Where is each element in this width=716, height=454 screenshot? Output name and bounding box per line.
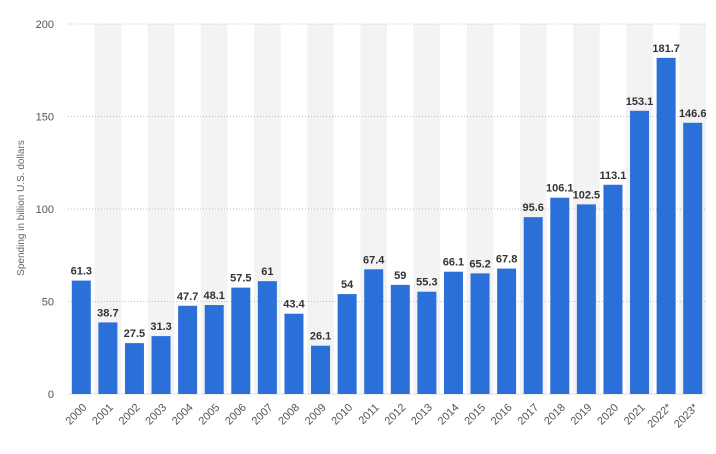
x-tick-label: 2006 <box>223 402 249 428</box>
data-label: 26.1 <box>310 331 331 343</box>
data-label: 66.1 <box>443 257 464 269</box>
x-tick-label: 2010 <box>329 402 355 428</box>
data-label: 38.7 <box>97 307 118 319</box>
bar <box>576 204 596 394</box>
data-label: 102.5 <box>573 189 601 201</box>
x-tick-label: 2014 <box>436 402 462 428</box>
data-label: 106.1 <box>546 183 574 195</box>
x-tick-label: 2004 <box>170 402 196 428</box>
gridlines <box>68 23 706 395</box>
bar <box>98 322 118 394</box>
x-tick-label: 2012 <box>383 402 409 428</box>
bar <box>417 291 437 394</box>
x-tick-label: 2023* <box>672 401 701 430</box>
bar <box>284 313 304 394</box>
bar <box>231 287 251 394</box>
x-tick-label: 2007 <box>250 402 276 428</box>
bar <box>470 273 490 394</box>
x-tick-label: 2008 <box>276 402 302 428</box>
data-label: 95.6 <box>522 202 543 214</box>
data-label: 59 <box>394 270 406 282</box>
x-tick-label: 2000 <box>64 402 90 428</box>
x-tick-label: 2013 <box>409 402 435 428</box>
data-label: 181.7 <box>652 43 680 55</box>
data-label: 61 <box>261 266 273 278</box>
y-tick-label: 0 <box>48 389 54 401</box>
x-tick-label: 2017 <box>516 402 542 428</box>
bar <box>204 305 224 394</box>
data-label: 67.4 <box>363 254 385 266</box>
data-label: 43.4 <box>283 299 305 311</box>
x-tick-label: 2021 <box>622 402 648 428</box>
x-tick-label: 2002 <box>117 402 143 428</box>
x-tick-label: 2011 <box>357 402 382 427</box>
x-tick-label: 2001 <box>90 402 116 428</box>
bar <box>630 110 650 394</box>
bars <box>71 57 703 394</box>
x-tick-label: 2016 <box>489 402 515 428</box>
y-axis-ticks: 0 50 100 150 200 <box>36 19 54 401</box>
data-label: 67.8 <box>496 254 517 266</box>
x-tick-label: 2019 <box>569 402 595 428</box>
bar <box>124 343 144 394</box>
x-tick-label: 2018 <box>542 402 568 428</box>
y-tick-label: 100 <box>36 204 54 216</box>
bar <box>656 57 676 394</box>
data-label: 65.2 <box>469 258 490 270</box>
bar <box>311 345 331 394</box>
y-tick-label: 150 <box>36 112 54 124</box>
x-tick-label: 2020 <box>595 402 621 428</box>
bar <box>151 336 171 394</box>
bar <box>178 305 198 394</box>
x-tick-label: 2022* <box>645 401 674 430</box>
y-axis-title: Spending in billion U.S. dollars <box>16 140 27 276</box>
data-label: 113.1 <box>599 170 626 182</box>
data-label: 47.7 <box>177 291 198 303</box>
bar <box>337 294 357 394</box>
data-label: 55.3 <box>416 277 437 289</box>
x-tick-label: 2015 <box>462 402 488 428</box>
data-label: 31.3 <box>150 321 171 333</box>
y-tick-label: 200 <box>36 19 54 31</box>
data-label: 54 <box>341 279 354 291</box>
data-label: 153.1 <box>626 96 654 108</box>
bar <box>603 184 623 394</box>
data-label: 48.1 <box>203 290 224 302</box>
x-tick-label: 2009 <box>303 402 329 428</box>
bar <box>523 217 543 394</box>
data-label: 146.6 <box>679 108 707 120</box>
bar <box>683 122 703 394</box>
x-tick-label: 2005 <box>197 402 223 428</box>
data-label: 61.3 <box>71 266 92 278</box>
data-label: 57.5 <box>230 273 251 285</box>
bar <box>71 280 91 394</box>
bar <box>443 271 463 394</box>
x-tick-label: 2003 <box>143 402 169 428</box>
x-axis-ticks: 2000 2001 2002 2003 2004 2005 2006 2007 2008 2009… <box>64 401 702 430</box>
data-labels: 61.3 38.7 27.5 31.3 47.7 48.1 57.5 61 43.4 26.1 54… <box>71 43 707 343</box>
bar <box>550 197 570 394</box>
data-label: 27.5 <box>124 328 145 340</box>
bar <box>364 269 384 394</box>
y-tick-label: 50 <box>42 297 54 309</box>
bar <box>390 284 410 394</box>
bar <box>257 281 277 394</box>
bar <box>497 268 517 394</box>
